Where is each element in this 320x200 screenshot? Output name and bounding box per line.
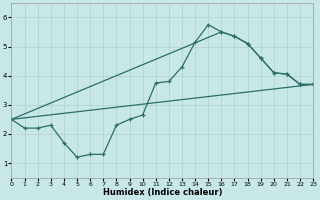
X-axis label: Humidex (Indice chaleur): Humidex (Indice chaleur) [103, 188, 222, 197]
